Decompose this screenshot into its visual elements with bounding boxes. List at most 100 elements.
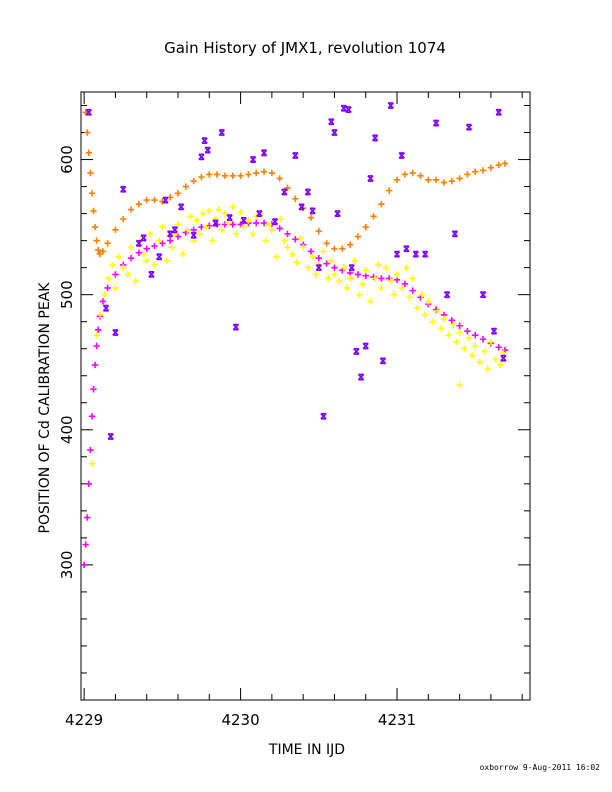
data-point <box>209 237 216 244</box>
data-point <box>177 203 185 211</box>
data-point <box>328 257 335 265</box>
data-point <box>237 209 244 216</box>
data-point <box>417 172 424 179</box>
data-point <box>348 264 355 272</box>
data-point <box>184 226 191 234</box>
data-point <box>492 356 499 363</box>
data-point <box>88 460 96 467</box>
data-point <box>215 206 222 213</box>
data-point <box>487 338 495 346</box>
axis-tick-labels: 4229 4230 4231 300 400 500 600 <box>58 145 416 729</box>
data-point <box>456 329 463 336</box>
data-point <box>432 176 440 184</box>
data-point <box>163 257 171 265</box>
data-point <box>143 245 150 252</box>
data-point <box>96 311 103 319</box>
data-point <box>190 177 197 185</box>
data-point <box>245 217 252 224</box>
data-point <box>484 365 491 373</box>
data-point <box>354 233 362 240</box>
data-point <box>406 294 413 301</box>
data-point <box>85 108 92 116</box>
data-point <box>85 480 93 488</box>
data-point <box>104 240 111 247</box>
series-0 <box>82 109 509 258</box>
data-point <box>453 338 460 346</box>
data-point <box>260 149 268 157</box>
data-point <box>403 264 410 271</box>
data-point <box>414 304 421 312</box>
data-point <box>362 342 369 350</box>
data-point <box>90 386 97 393</box>
data-point <box>421 311 429 319</box>
data-point <box>88 413 96 420</box>
data-point <box>278 215 285 223</box>
data-point <box>99 248 107 255</box>
y-tick-label: 500 <box>58 280 76 309</box>
data-point <box>362 267 369 274</box>
data-point <box>440 179 448 186</box>
data-point <box>323 240 330 247</box>
data-point <box>335 277 343 285</box>
data-point <box>91 361 99 369</box>
data-point <box>328 118 335 126</box>
data-point <box>331 245 338 252</box>
data-point <box>162 196 169 204</box>
data-point <box>401 280 409 288</box>
data-point <box>472 168 479 175</box>
data-point <box>378 275 385 282</box>
data-point <box>265 221 272 228</box>
data-point <box>292 236 299 243</box>
data-point <box>276 175 283 182</box>
data-point <box>204 146 211 154</box>
data-point <box>412 250 419 258</box>
data-point <box>256 210 263 217</box>
x-tick-label: 4231 <box>378 711 416 729</box>
data-point <box>448 177 455 185</box>
data-point <box>167 230 174 238</box>
data-point <box>84 514 91 521</box>
data-point <box>120 264 127 271</box>
data-point <box>292 152 299 159</box>
data-point <box>472 332 479 339</box>
data-point <box>107 433 114 440</box>
data-point <box>196 230 204 238</box>
data-point <box>226 214 233 222</box>
data-point <box>232 230 240 238</box>
data-point <box>304 188 312 196</box>
data-point <box>249 230 257 238</box>
data-point <box>93 237 100 244</box>
data-point <box>343 284 351 292</box>
data-point <box>101 291 108 298</box>
data-point <box>356 291 363 298</box>
data-point <box>331 271 338 278</box>
data-point <box>199 210 207 217</box>
data-point <box>135 239 143 247</box>
data-point <box>387 277 394 285</box>
data-point <box>472 342 479 350</box>
data-point <box>351 257 358 265</box>
data-point <box>346 275 354 282</box>
data-point <box>425 176 432 184</box>
data-point <box>105 275 113 282</box>
data-point <box>95 326 102 333</box>
data-point <box>375 261 382 269</box>
data-point <box>487 164 495 171</box>
data-point <box>112 271 119 278</box>
data-point <box>393 276 401 284</box>
data-point <box>260 168 268 175</box>
data-point <box>276 225 283 232</box>
data-point <box>268 226 276 234</box>
data-point <box>143 257 150 265</box>
data-point <box>378 200 385 208</box>
data-point <box>304 264 312 271</box>
data-point <box>87 446 94 454</box>
data-point <box>451 230 459 238</box>
data-point <box>120 185 127 193</box>
data-point <box>323 260 330 267</box>
data-point <box>93 342 100 350</box>
data-point <box>120 215 127 223</box>
data-point <box>309 207 316 215</box>
data-point <box>371 134 379 142</box>
